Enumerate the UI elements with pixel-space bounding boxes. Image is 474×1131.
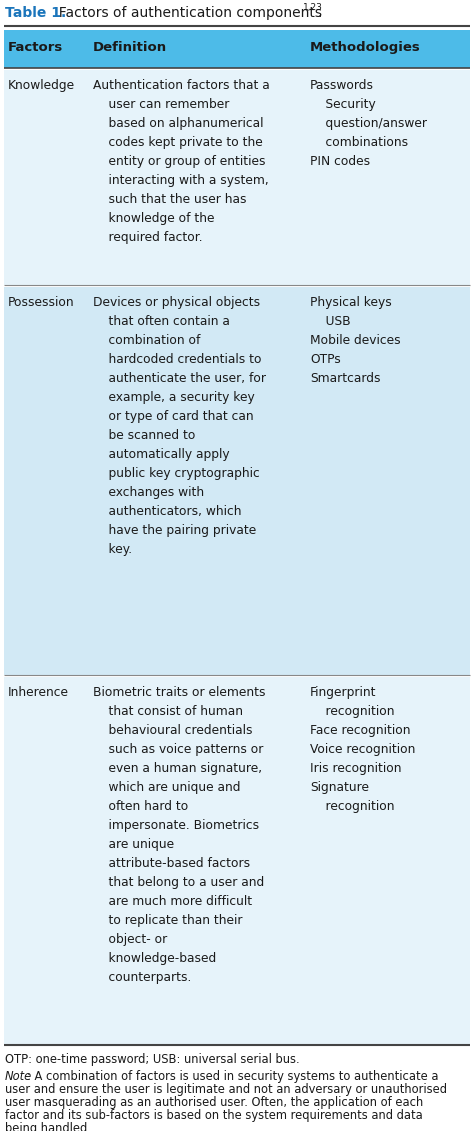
Text: factor and its sub-factors is based on the system requirements and data: factor and its sub-factors is based on t…	[5, 1110, 423, 1122]
Text: Voice recognition: Voice recognition	[310, 743, 415, 756]
Text: object- or: object- or	[93, 933, 167, 946]
Text: recognition: recognition	[310, 705, 394, 718]
Text: counterparts.: counterparts.	[93, 972, 191, 984]
Text: based on alphanumerical: based on alphanumerical	[93, 116, 264, 130]
Text: to replicate than their: to replicate than their	[93, 914, 243, 927]
Text: Devices or physical objects: Devices or physical objects	[93, 296, 260, 309]
Text: recognition: recognition	[310, 800, 394, 813]
Text: interacting with a system,: interacting with a system,	[93, 174, 269, 187]
Text: which are unique and: which are unique and	[93, 782, 240, 794]
Text: Face recognition: Face recognition	[310, 724, 410, 737]
Text: entity or group of entities: entity or group of entities	[93, 155, 265, 169]
Text: are unique: are unique	[93, 838, 174, 851]
Bar	[4, 677, 470, 1045]
Text: automatically apply: automatically apply	[93, 448, 229, 461]
Text: Security: Security	[310, 98, 376, 111]
Text: user can remember: user can remember	[93, 98, 229, 111]
Text: user masquerading as an authorised user. Often, the application of each: user masquerading as an authorised user.…	[5, 1096, 423, 1110]
Text: OTP: one-time password; USB: universal serial bus.: OTP: one-time password; USB: universal s…	[5, 1053, 300, 1067]
Text: 1,23: 1,23	[303, 3, 323, 12]
Text: that belong to a user and: that belong to a user and	[93, 877, 264, 889]
Text: or type of card that can: or type of card that can	[93, 411, 254, 423]
Text: .: .	[318, 6, 322, 20]
Text: combinations: combinations	[310, 136, 408, 149]
Text: example, a security key: example, a security key	[93, 391, 255, 404]
Text: Biometric traits or elements: Biometric traits or elements	[93, 687, 265, 699]
Text: OTPs: OTPs	[310, 353, 341, 366]
Text: Knowledge: Knowledge	[8, 79, 75, 92]
Text: Smartcards: Smartcards	[310, 372, 381, 385]
Text: codes kept private to the: codes kept private to the	[93, 136, 263, 149]
Text: key.: key.	[93, 543, 132, 556]
Text: Passwords: Passwords	[310, 79, 374, 92]
Text: combination of: combination of	[93, 334, 201, 347]
Text: being handled.: being handled.	[5, 1122, 91, 1131]
Text: Definition: Definition	[93, 41, 167, 54]
Text: Iris recognition: Iris recognition	[310, 762, 401, 775]
Text: required factor.: required factor.	[93, 231, 202, 244]
Text: Fingerprint: Fingerprint	[310, 687, 376, 699]
Text: attribute-based factors: attribute-based factors	[93, 857, 250, 870]
Text: such as voice patterns or: such as voice patterns or	[93, 743, 264, 756]
Text: hardcoded credentials to: hardcoded credentials to	[93, 353, 262, 366]
Text: : A combination of factors is used in security systems to authenticate a: : A combination of factors is used in se…	[27, 1070, 438, 1083]
Text: even a human signature,: even a human signature,	[93, 762, 262, 775]
Text: Methodologies: Methodologies	[310, 41, 421, 54]
Bar	[4, 287, 470, 675]
Text: authenticate the user, for: authenticate the user, for	[93, 372, 266, 385]
Text: that often contain a: that often contain a	[93, 316, 230, 328]
Text: Table 1.: Table 1.	[5, 6, 66, 20]
Text: Factors of authentication components: Factors of authentication components	[50, 6, 322, 20]
Text: Mobile devices: Mobile devices	[310, 334, 401, 347]
Text: exchanges with: exchanges with	[93, 486, 204, 499]
Text: Note: Note	[5, 1070, 32, 1083]
Text: knowledge-based: knowledge-based	[93, 952, 216, 965]
Text: knowledge of the: knowledge of the	[93, 211, 215, 225]
Text: Physical keys: Physical keys	[310, 296, 392, 309]
Text: authenticators, which: authenticators, which	[93, 506, 241, 518]
Text: impersonate. Biometrics: impersonate. Biometrics	[93, 819, 259, 832]
Text: Authentication factors that a: Authentication factors that a	[93, 79, 270, 92]
Bar	[4, 31, 470, 68]
Text: Signature: Signature	[310, 782, 369, 794]
Text: PIN codes: PIN codes	[310, 155, 370, 169]
Text: Possession: Possession	[8, 296, 74, 309]
Text: have the pairing private: have the pairing private	[93, 524, 256, 537]
Text: question/answer: question/answer	[310, 116, 427, 130]
Text: be scanned to: be scanned to	[93, 429, 195, 442]
Text: such that the user has: such that the user has	[93, 193, 246, 206]
Text: public key cryptographic: public key cryptographic	[93, 467, 260, 480]
Bar	[4, 70, 470, 285]
Text: that consist of human: that consist of human	[93, 705, 243, 718]
Text: are much more difficult: are much more difficult	[93, 895, 252, 908]
Text: USB: USB	[310, 316, 351, 328]
Text: often hard to: often hard to	[93, 800, 188, 813]
Text: behavioural credentials: behavioural credentials	[93, 724, 253, 737]
Text: Inherence: Inherence	[8, 687, 69, 699]
Text: user and ensure the user is legitimate and not an adversary or unauthorised: user and ensure the user is legitimate a…	[5, 1083, 447, 1096]
Text: Factors: Factors	[8, 41, 63, 54]
